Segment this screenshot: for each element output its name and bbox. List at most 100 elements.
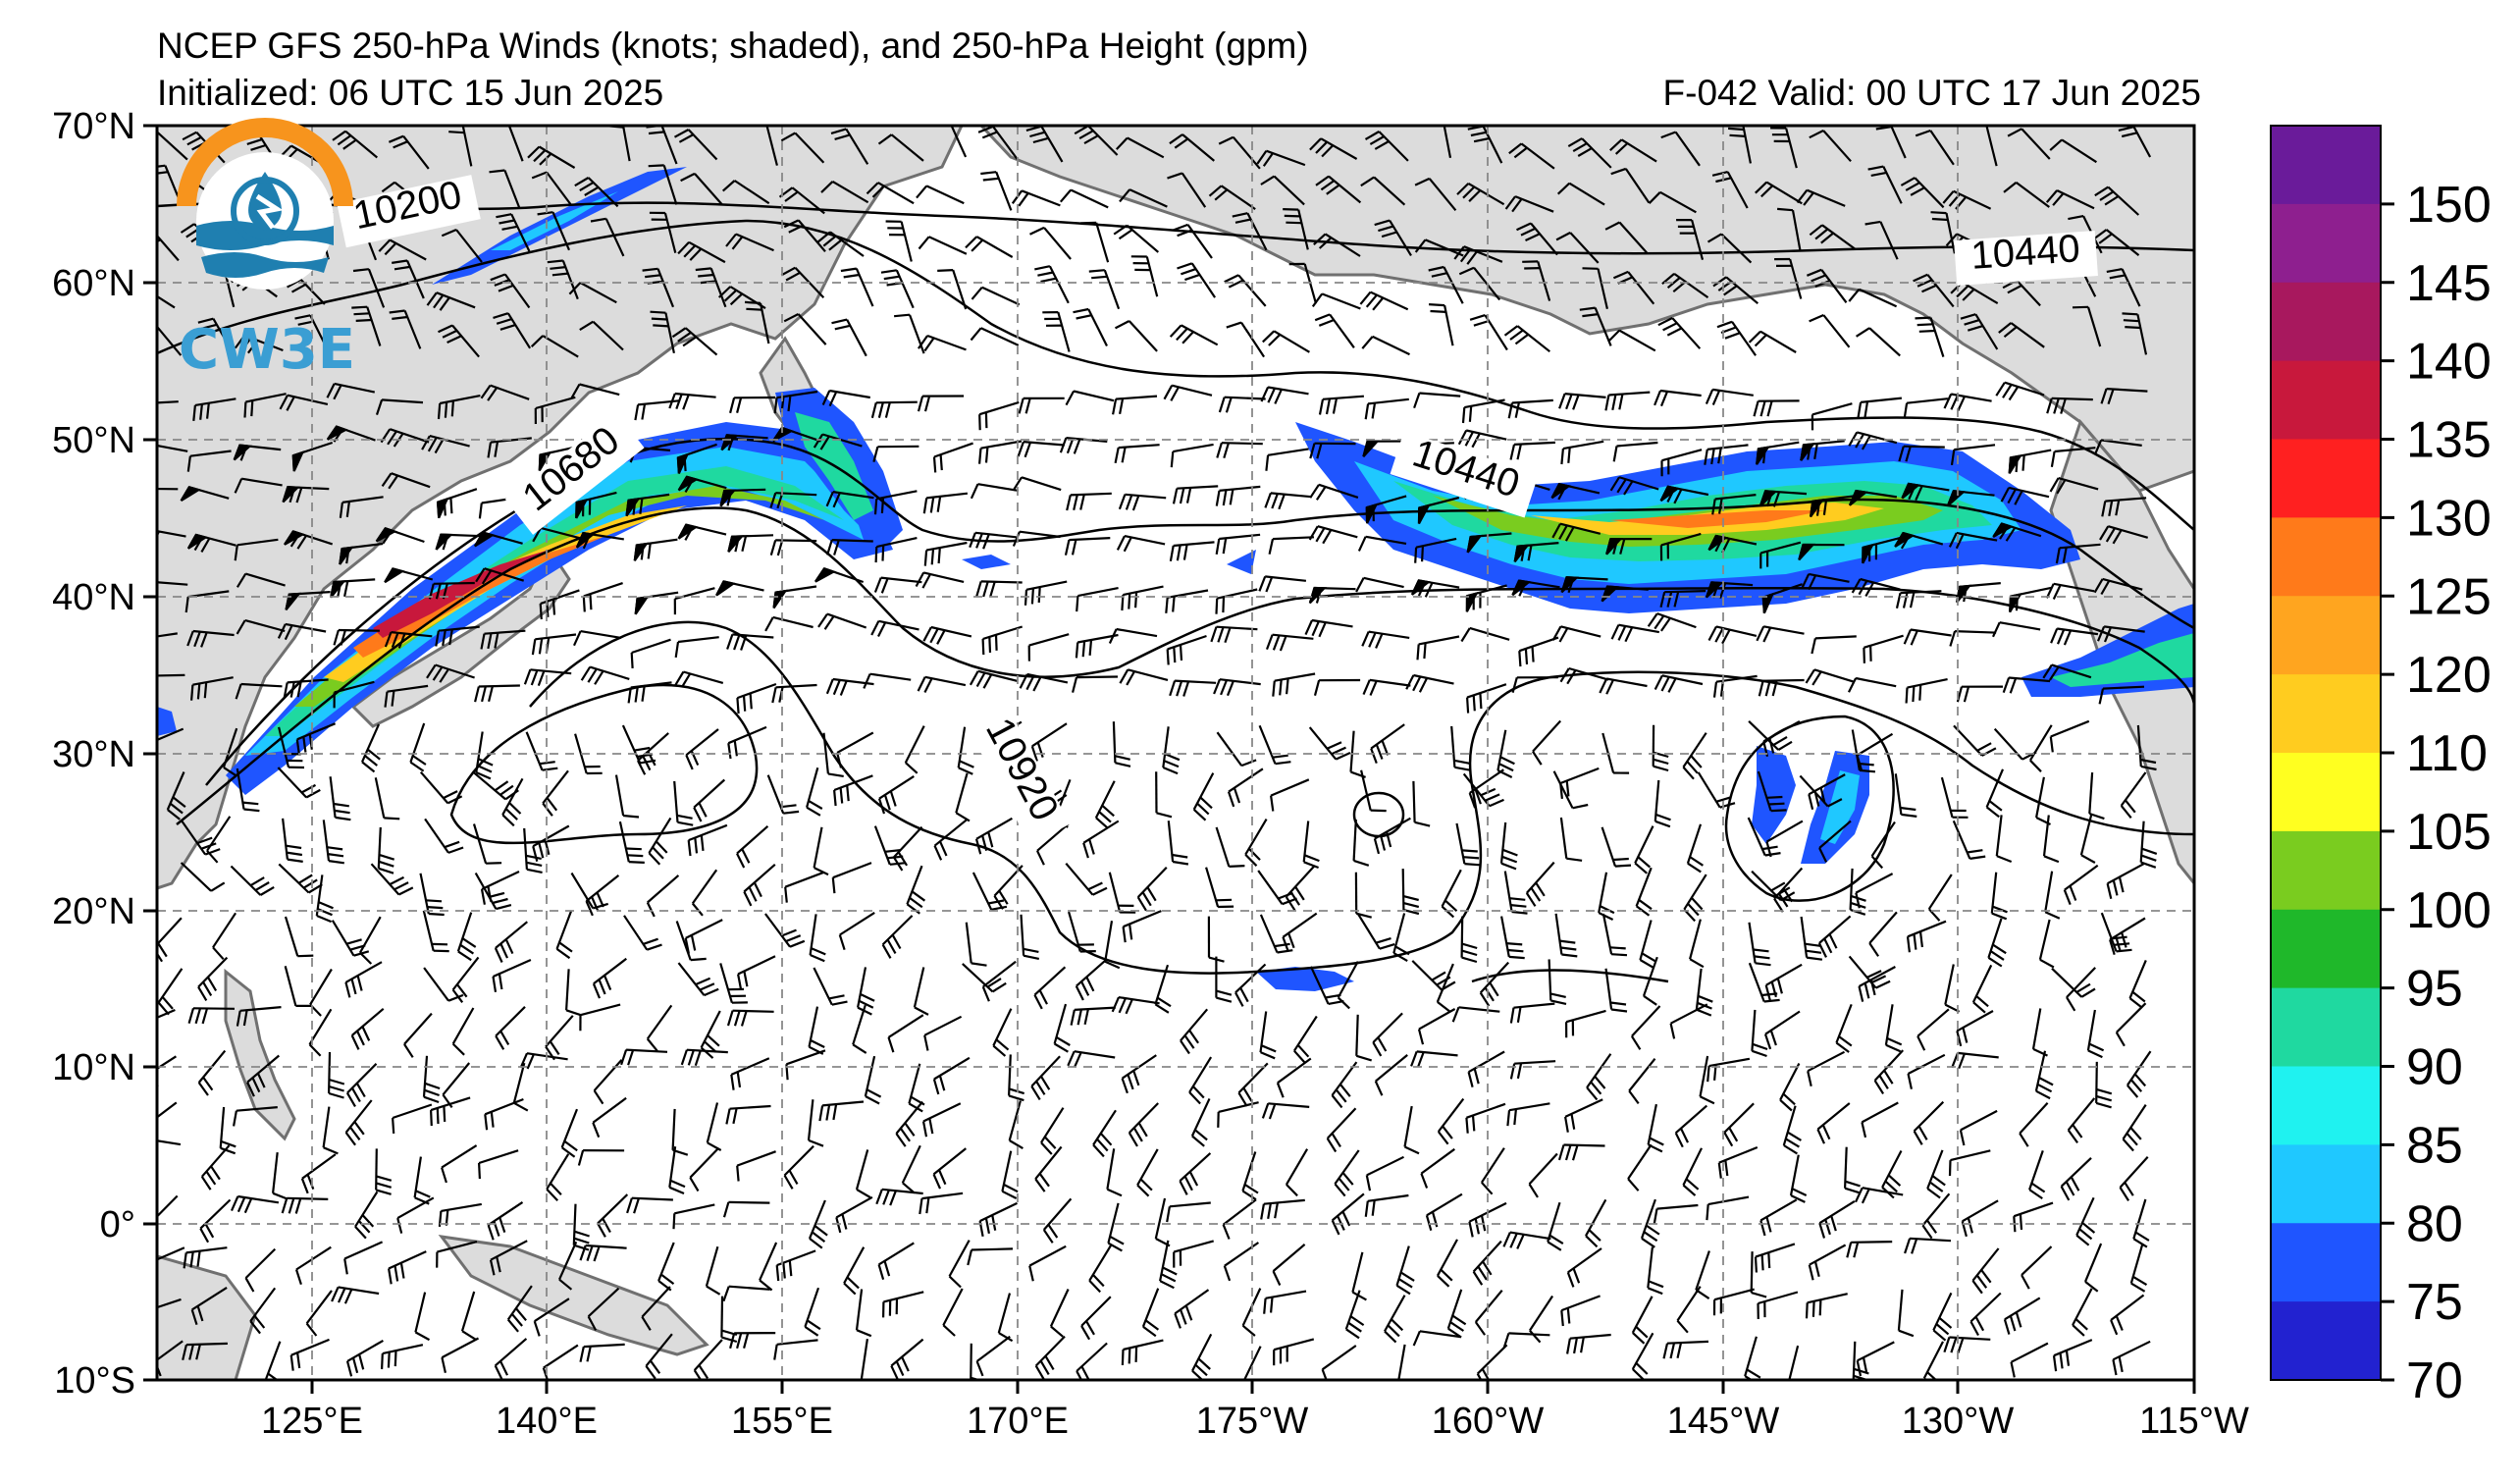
wind-barb [1008,1054,1025,1102]
wind-barb [230,1194,280,1214]
wind-barb [235,682,283,700]
wind-barb [557,1241,578,1291]
wind-barb [1567,137,1612,169]
wind-barb [560,1108,579,1158]
wind-barb [1556,182,1605,206]
wind-barb [392,1103,433,1134]
wind-barb [813,433,863,450]
wind-barb [574,177,619,208]
init-time: Initialized: 06 UTC 15 Jun 2025 [157,73,664,113]
wind-barb [1072,675,1119,693]
wind-barb [236,618,286,635]
wind-barb [1728,126,1752,164]
wind-barb [1479,961,1510,1007]
wind-barb [1509,441,1555,460]
wind-barb [1264,492,1312,510]
wind-barb [1094,780,1116,829]
wind-barb [1042,311,1071,352]
colorbar-segment [2271,909,2381,989]
wind-barb [948,1240,971,1289]
wind-barb [1258,575,1307,593]
wind-barb [1362,678,1411,696]
wind-barb [180,862,226,892]
wind-barb [1309,442,1356,459]
wind-barb [764,913,806,948]
wind-barb [729,1331,776,1350]
wind-barb [1774,257,1803,299]
wind-barb [816,231,865,257]
wind-barb [1757,1291,1799,1320]
wind-barb [1017,441,1065,458]
wind-barb [1114,320,1158,352]
wind-barb [460,1291,477,1341]
wind-barb [388,1250,427,1285]
wind-barb [1916,1008,1950,1051]
wind-barb [1180,1008,1209,1055]
wind-barb [978,440,1023,464]
wind-barb [766,774,800,815]
wind-barb [1082,820,1120,859]
wind-barb [1639,920,1656,970]
wind-barb [329,776,351,821]
wind-barb [1654,779,1671,828]
wind-barb [1075,958,1109,1001]
wind-barb [409,722,427,772]
wind-barb [1121,1339,1164,1366]
wind-barb [1948,531,1998,550]
wind-barb [1154,964,1172,1014]
wind-barb [771,683,817,704]
wind-barb [435,625,480,647]
wind-barb [620,1048,668,1066]
wind-barb [1216,731,1257,768]
wind-barb [822,732,844,777]
wind-barb [315,874,334,924]
wind-barb [2075,1196,2096,1246]
wind-barb [1817,915,1852,958]
wind-barb [1604,221,1649,254]
lat-label-10S: 10°S [54,1360,135,1402]
wind-barb [922,492,969,514]
wind-barb [1414,537,1457,563]
wind-barb [1867,165,1903,204]
wind-barb [725,1104,771,1125]
wind-barb [1049,1289,1070,1338]
wind-barb [1162,726,1181,775]
wind-barb [825,491,874,508]
wind-barb [1564,1009,1606,1038]
wind-barb [981,625,1024,656]
wind-barb [375,1148,393,1195]
wind-barb [575,491,617,519]
wind-barb [2098,685,2145,705]
wind-barb [282,486,330,503]
wind-barb [1862,536,1904,564]
wind-barb [1779,1062,1801,1112]
wind-barb [1308,726,1351,761]
wind-barb [1108,872,1136,914]
wind-barb [166,771,186,821]
wind-barbs [157,126,2158,1380]
wind-barb [1169,133,1216,162]
wind-barb [1756,625,1805,643]
wind-barb [1174,1289,1210,1329]
wind-barb [546,1153,570,1201]
wind-barb [570,383,620,398]
wind-barb [305,1290,333,1337]
wind-barb [830,128,869,165]
wind-barb [1034,265,1070,304]
wind-barb [593,1059,623,1105]
wind-barb [1631,1296,1654,1345]
valid-time: F-042 Valid: 00 UTC 17 Jun 2025 [1662,73,2201,113]
wind-barb [579,1244,627,1262]
wind-barb [289,1338,330,1371]
wind-barb [281,1196,329,1214]
wind-barb [441,228,483,263]
wind-barb [890,1338,924,1380]
wind-barb [1848,288,1898,308]
wind-barb [726,633,774,651]
wind-barb [1848,676,1897,693]
wind-barb [2066,967,2096,1012]
wind-barb [1985,768,2005,819]
wind-barb [1437,1097,1465,1145]
wind-barb [344,1099,373,1146]
wind-barb [780,132,825,164]
